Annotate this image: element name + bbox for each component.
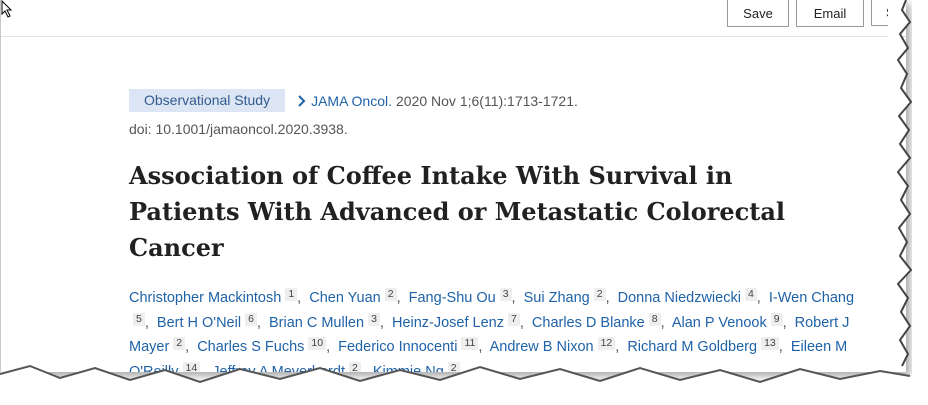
affiliation-number[interactable]: 3 (499, 288, 512, 301)
author-separator: , (256, 314, 261, 331)
author-item: Charles S Fuchs 10 (197, 337, 327, 355)
author-name-link[interactable]: Eileen M O'Reilly (129, 339, 848, 372)
author-item: Sui Zhang 2 (523, 288, 606, 306)
author-item: Christopher Mackintosh 1 (129, 288, 298, 306)
author-name-link[interactable]: I-Wen Chang (768, 290, 855, 306)
save-button[interactable]: Save (727, 0, 789, 27)
author-item: Federico Innocenti 11 (338, 337, 479, 355)
author-separator: , (511, 290, 516, 306)
author-name-link[interactable]: Donna Niedzwiecki (617, 290, 741, 306)
author-name-link[interactable]: Fang-Shu Ou (408, 290, 496, 306)
author-separator: , (185, 339, 190, 355)
author-separator: , (605, 290, 610, 306)
affiliation-number[interactable]: 14 (182, 361, 201, 372)
affiliation-number[interactable]: 9 (770, 312, 783, 326)
author-item: Eileen M O'Reilly 14 (129, 339, 847, 372)
author-item: I-Wen Chang 5 (129, 290, 854, 331)
action-toolbar: Save Email S (1, 0, 906, 37)
author-separator: , (200, 363, 205, 373)
affiliation-number[interactable]: 6 (245, 312, 257, 326)
author-name-link[interactable]: Andrew B Nixon (489, 339, 594, 355)
author-separator: , (782, 314, 787, 331)
affiliation-number[interactable]: 2 (384, 288, 397, 301)
author-separator: , (478, 339, 483, 355)
affiliation-number[interactable]: 2 (348, 361, 361, 372)
author-name-link[interactable]: Heinz-Josef Lenz (391, 314, 504, 331)
author-separator: , (326, 339, 331, 355)
author-item: Robert J Mayer 2 (129, 315, 849, 356)
author-separator: , (615, 339, 620, 355)
affiliation-number[interactable]: 2 (447, 361, 460, 372)
author-name-link[interactable]: Sui Zhang (523, 290, 590, 306)
author-list: Christopher Mackintosh 1, Chen Yuan 2, Fan… (129, 286, 859, 372)
author-item: Fang-Shu Ou 3 (408, 288, 512, 306)
author-separator: , (297, 290, 302, 306)
affiliation-number[interactable]: 3 (368, 312, 380, 326)
email-button[interactable]: Email (796, 0, 864, 27)
author-name-link[interactable]: Christopher Mackintosh (129, 290, 282, 306)
author-name-link[interactable]: Charles D Blanke (531, 314, 645, 331)
author-separator: , (519, 314, 524, 331)
author-name-link[interactable]: Jeffrey A Meyerhardt (212, 363, 345, 373)
author-separator: , (756, 290, 761, 306)
author-name-link[interactable]: Federico Innocenti (338, 339, 458, 355)
affiliation-number[interactable]: 2 (173, 337, 186, 350)
affiliation-number[interactable]: 11 (461, 337, 479, 350)
author-separator: , (144, 314, 149, 331)
author-item: Andrew B Nixon 12 (489, 337, 616, 355)
affiliation-number[interactable]: 7 (508, 312, 520, 326)
author-separator: , (379, 314, 384, 331)
author-separator: , (778, 339, 783, 355)
affiliation-number[interactable]: 12 (597, 337, 616, 350)
author-separator: , (360, 363, 365, 373)
author-item: Bert H O'Neil 6 (156, 312, 257, 331)
affiliation-number[interactable]: 2 (593, 288, 606, 301)
affiliation-number[interactable]: 10 (308, 337, 327, 350)
affiliation-number[interactable]: 4 (744, 288, 757, 301)
author-name-link[interactable]: Richard M Goldberg (627, 339, 758, 355)
author-name-link[interactable]: Charles S Fuchs (197, 339, 305, 355)
author-item: Charles D Blanke 8 (531, 312, 661, 331)
citation-text: 2020 Nov 1;6(11):1713-1721. (396, 92, 578, 109)
author-name-link[interactable]: Kimmie Ng (372, 363, 444, 373)
author-item: Alan P Venook 9 (671, 312, 783, 331)
author-item: Chen Yuan 2 (309, 288, 397, 306)
torn-edge-right (888, 0, 928, 405)
author-name-link[interactable]: Bert H O'Neil (156, 314, 242, 331)
author-item: Heinz-Josef Lenz 7 (391, 312, 520, 331)
affiliation-number[interactable]: 5 (133, 312, 145, 326)
affiliation-number[interactable]: 8 (648, 312, 661, 326)
journal-link[interactable]: JAMA Oncol. (311, 92, 392, 109)
author-separator: , (660, 314, 665, 331)
author-item: Richard M Goldberg 13 (627, 337, 779, 355)
mouse-cursor-icon (1, 0, 13, 18)
author-separator: , (396, 290, 401, 306)
author-item: Donna Niedzwiecki 4 (617, 288, 757, 306)
article-meta: Observational Study JAMA Oncol. 2020 Nov… (129, 89, 578, 112)
author-name-link[interactable]: Chen Yuan (309, 290, 381, 306)
article-page: Save Email S Observational Study JAMA On… (0, 0, 906, 372)
author-name-link[interactable]: Robert J Mayer (129, 314, 850, 356)
doi-text: doi: 10.1001/jamaoncol.2020.3938. (129, 121, 348, 137)
chevron-right-icon (298, 94, 306, 107)
affiliation-number[interactable]: 13 (761, 337, 779, 350)
author-name-link[interactable]: Brian C Mullen (268, 314, 365, 331)
author-item: Jeffrey A Meyerhardt 2 (212, 361, 361, 373)
affiliation-number[interactable]: 1 (285, 288, 298, 301)
author-name-link[interactable]: Alan P Venook (671, 314, 767, 331)
publication-type-badge[interactable]: Observational Study (129, 89, 286, 112)
torn-edge-bottom (0, 360, 928, 405)
author-item: Brian C Mullen 3 (268, 312, 380, 331)
article-title: Association of Coffee Intake With Surviv… (129, 161, 786, 262)
author-item: Kimmie Ng 2 (372, 361, 460, 373)
